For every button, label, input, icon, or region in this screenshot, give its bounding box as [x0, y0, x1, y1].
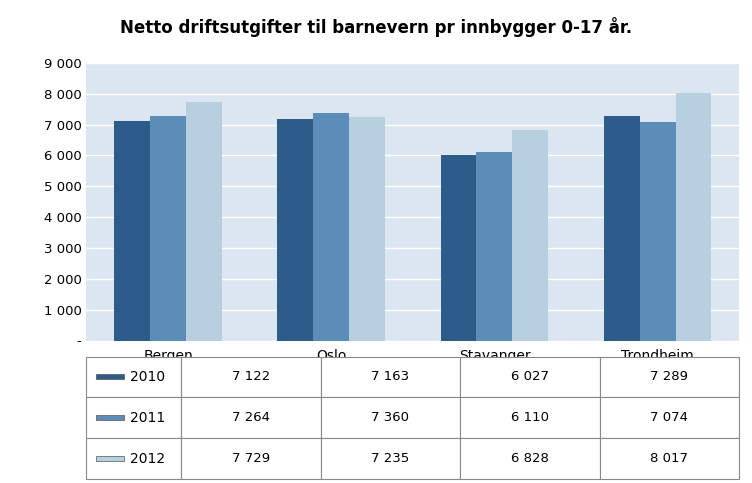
- Bar: [320, 438, 460, 479]
- Bar: [512, 130, 548, 341]
- Bar: [441, 155, 477, 341]
- Text: 7 163: 7 163: [371, 370, 410, 384]
- Bar: [460, 438, 599, 479]
- Text: 8 017: 8 017: [650, 452, 688, 465]
- Bar: [86, 438, 181, 479]
- Text: 6 110: 6 110: [511, 412, 549, 424]
- Text: 2011: 2011: [130, 411, 165, 425]
- Bar: [96, 456, 124, 461]
- Text: 7 264: 7 264: [232, 412, 270, 424]
- Text: 7 074: 7 074: [650, 412, 688, 424]
- Bar: [604, 115, 640, 341]
- Bar: [640, 122, 675, 341]
- Bar: [675, 93, 711, 341]
- Bar: [477, 152, 512, 341]
- Text: 7 235: 7 235: [371, 452, 410, 465]
- Text: 6 027: 6 027: [511, 370, 549, 384]
- Bar: [96, 415, 124, 420]
- Text: 7 729: 7 729: [232, 452, 270, 465]
- Bar: [86, 356, 181, 398]
- Bar: [114, 121, 150, 341]
- Text: 7 360: 7 360: [371, 412, 409, 424]
- Bar: [460, 398, 599, 438]
- Bar: [599, 398, 739, 438]
- Bar: [181, 356, 320, 398]
- Bar: [186, 102, 222, 341]
- Bar: [320, 356, 460, 398]
- Bar: [86, 398, 181, 438]
- Bar: [314, 114, 349, 341]
- Bar: [181, 438, 320, 479]
- Bar: [320, 398, 460, 438]
- Text: 7 122: 7 122: [232, 370, 270, 384]
- Bar: [277, 119, 314, 341]
- Text: 7 289: 7 289: [650, 370, 688, 384]
- Text: Netto driftsutgifter til barnevern pr innbygger 0-17 år.: Netto driftsutgifter til barnevern pr in…: [120, 17, 632, 37]
- Text: 6 828: 6 828: [511, 452, 549, 465]
- Bar: [349, 117, 385, 341]
- Bar: [181, 398, 320, 438]
- Bar: [599, 438, 739, 479]
- Bar: [96, 374, 124, 380]
- Bar: [460, 356, 599, 398]
- Text: 2010: 2010: [130, 370, 165, 384]
- Text: 2012: 2012: [130, 452, 165, 466]
- Bar: [599, 356, 739, 398]
- Bar: [150, 116, 186, 341]
